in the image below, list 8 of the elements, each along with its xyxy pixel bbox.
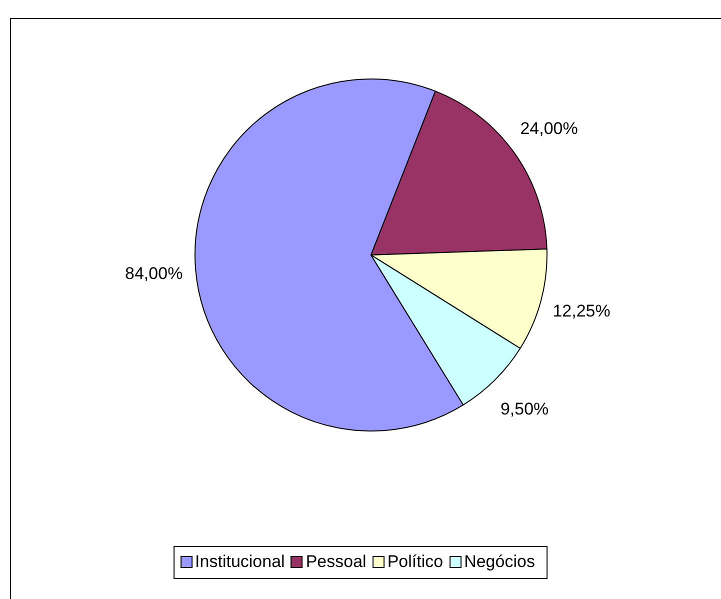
legend-label: Político (386, 552, 444, 572)
legend-label: Negócios (463, 552, 535, 572)
data-label: 24,00% (520, 118, 578, 138)
data-label: 84,00% (125, 264, 183, 283)
legend-label: Institucional (194, 552, 285, 572)
data-label: 12,25% (552, 301, 610, 320)
legend-label: Pessoal (304, 552, 366, 572)
data-label: 9,50% (500, 399, 549, 418)
